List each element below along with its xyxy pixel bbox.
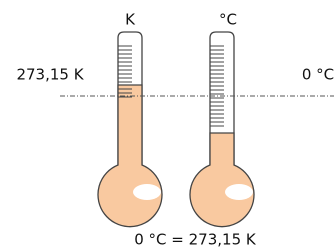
diagram: K °C 273,15 K 0 °C 0 °C = 273,15 K [0, 0, 334, 251]
liquid [190, 133, 254, 227]
unit-label: °C [219, 11, 237, 29]
unit-label: K [125, 11, 136, 29]
highlight [225, 184, 253, 200]
highlight [133, 184, 161, 200]
thermometer-k: K [98, 11, 162, 227]
right-label: 0 °C [302, 66, 334, 84]
thermometer-c: °C [190, 11, 254, 227]
liquid [98, 85, 162, 227]
left-label: 273,15 K [16, 66, 84, 84]
scale [210, 46, 224, 126]
caption: 0 °C = 273,15 K [134, 231, 257, 249]
